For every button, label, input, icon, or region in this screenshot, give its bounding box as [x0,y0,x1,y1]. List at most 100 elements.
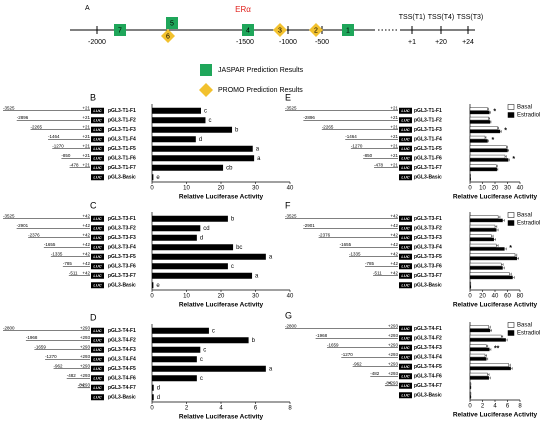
reporter-label: LUC [401,393,409,398]
reporter-label: LUC [401,254,409,259]
error-bar [489,111,491,114]
bar [469,344,487,348]
panel-label: C [90,200,97,210]
error-bar [504,247,507,251]
significance-letter: e [156,175,160,181]
construct-start: -1270 [45,354,57,359]
jaspar-site [166,17,178,29]
x-tick-label: 60 [504,294,511,300]
x-tick-label: 2 [185,406,189,412]
legend-label: Basal [517,323,532,329]
error-bar [501,335,504,338]
bar [152,327,209,334]
x-tick-label: 30 [252,186,259,192]
significance-letter: c [200,376,203,382]
reporter-box [399,325,412,332]
bar [152,215,228,222]
construct-end: +42 [390,242,398,247]
construct-end: +293 [388,371,399,376]
legend-swatch [507,322,515,328]
bar [469,135,486,140]
reporter-box [91,394,104,401]
reporter-label: LUC [401,283,409,288]
bar [469,145,507,149]
reporter-label: LUC [93,357,101,362]
reporter-label: LUC [93,146,101,151]
error-bar [493,238,496,241]
construct-start: -2800 [3,325,15,330]
reporter-box [399,107,412,114]
category-label: pGL3-T1-F1 [108,108,136,114]
category-label: pGL3-T3-F2 [108,226,136,232]
error-bar [496,164,498,168]
construct-end: +21 [390,162,398,167]
reporter-label: LUC [93,165,101,170]
construct-end: +21 [390,143,398,148]
error-bar [508,363,511,367]
bar [152,174,154,181]
construct-end: +21 [390,124,398,129]
reporter-box [91,375,104,382]
scale-label: -500 [315,39,329,46]
error-bar [485,354,487,357]
bar [469,334,502,339]
bar [152,225,201,232]
reporter-label: LUC [93,347,101,352]
reporter-box [399,117,412,124]
bar [469,116,489,121]
reporter-box [399,215,412,222]
chart-panel: B 0 10 20 30 40 Relative Luciferase Activity -3… [3,92,294,201]
construct-end: +293 [80,335,91,340]
category-label: pGL3-T3-F5 [414,254,442,260]
reporter-label: LUC [401,118,409,123]
category-label: pGL3-T1-F6 [414,156,442,162]
site-label: 3 [278,27,282,34]
reporter-box [399,263,412,270]
error-bar [496,244,499,247]
bar [469,167,498,172]
construct-end: +293 [388,352,399,357]
x-axis-label: Relative Luciferase Activity [179,194,264,201]
reporter-label: LUC [401,364,409,369]
error-bar [488,376,491,380]
reporter-box [91,356,104,363]
bar [469,129,501,134]
construct-start: -2376 [319,232,331,237]
error-bar [496,228,499,232]
category-label: pGL3-T3-F7 [414,273,442,279]
category-label: pGL3-T1-F3 [108,127,136,133]
bar [469,164,497,168]
bar [469,126,498,130]
error-bar [509,272,512,276]
category-label: pGL3-T1-F2 [108,118,136,124]
construct-start: -3525 [3,105,15,110]
construct-end: +293 [388,342,399,347]
construct-start: -2901 [17,223,29,228]
construct-start: -2800 [285,323,297,328]
reporter-box [91,145,104,152]
error-bar [500,130,502,133]
significance-letter: c [208,118,211,124]
significance-letter: b [235,127,239,133]
reporter-box [399,126,412,133]
category-label: pGL3-T1-F7 [108,165,136,171]
category-label: pGL3-T4-F7 [108,385,136,391]
significance-mark: * [509,245,512,252]
x-tick-label: 4 [493,404,497,410]
construct-start: -1659 [327,342,339,347]
significance-letter: c [203,347,206,353]
promo-site [309,23,323,37]
category-label: pGL3-T4-F6 [108,376,136,382]
bar [152,394,154,401]
category-label: pGL3-T3-F5 [108,254,136,260]
construct-end: +21 [82,162,90,167]
reporter-box [91,272,104,279]
jaspar-site [342,24,354,36]
category-label: pGL3-T4-F2 [414,336,442,342]
bar [152,145,253,152]
reporter-box [91,253,104,260]
construct-end: +42 [390,223,398,228]
significance-mark: * [492,137,495,144]
construct-start: -1270 [351,143,363,148]
legend-swatch [199,83,213,97]
